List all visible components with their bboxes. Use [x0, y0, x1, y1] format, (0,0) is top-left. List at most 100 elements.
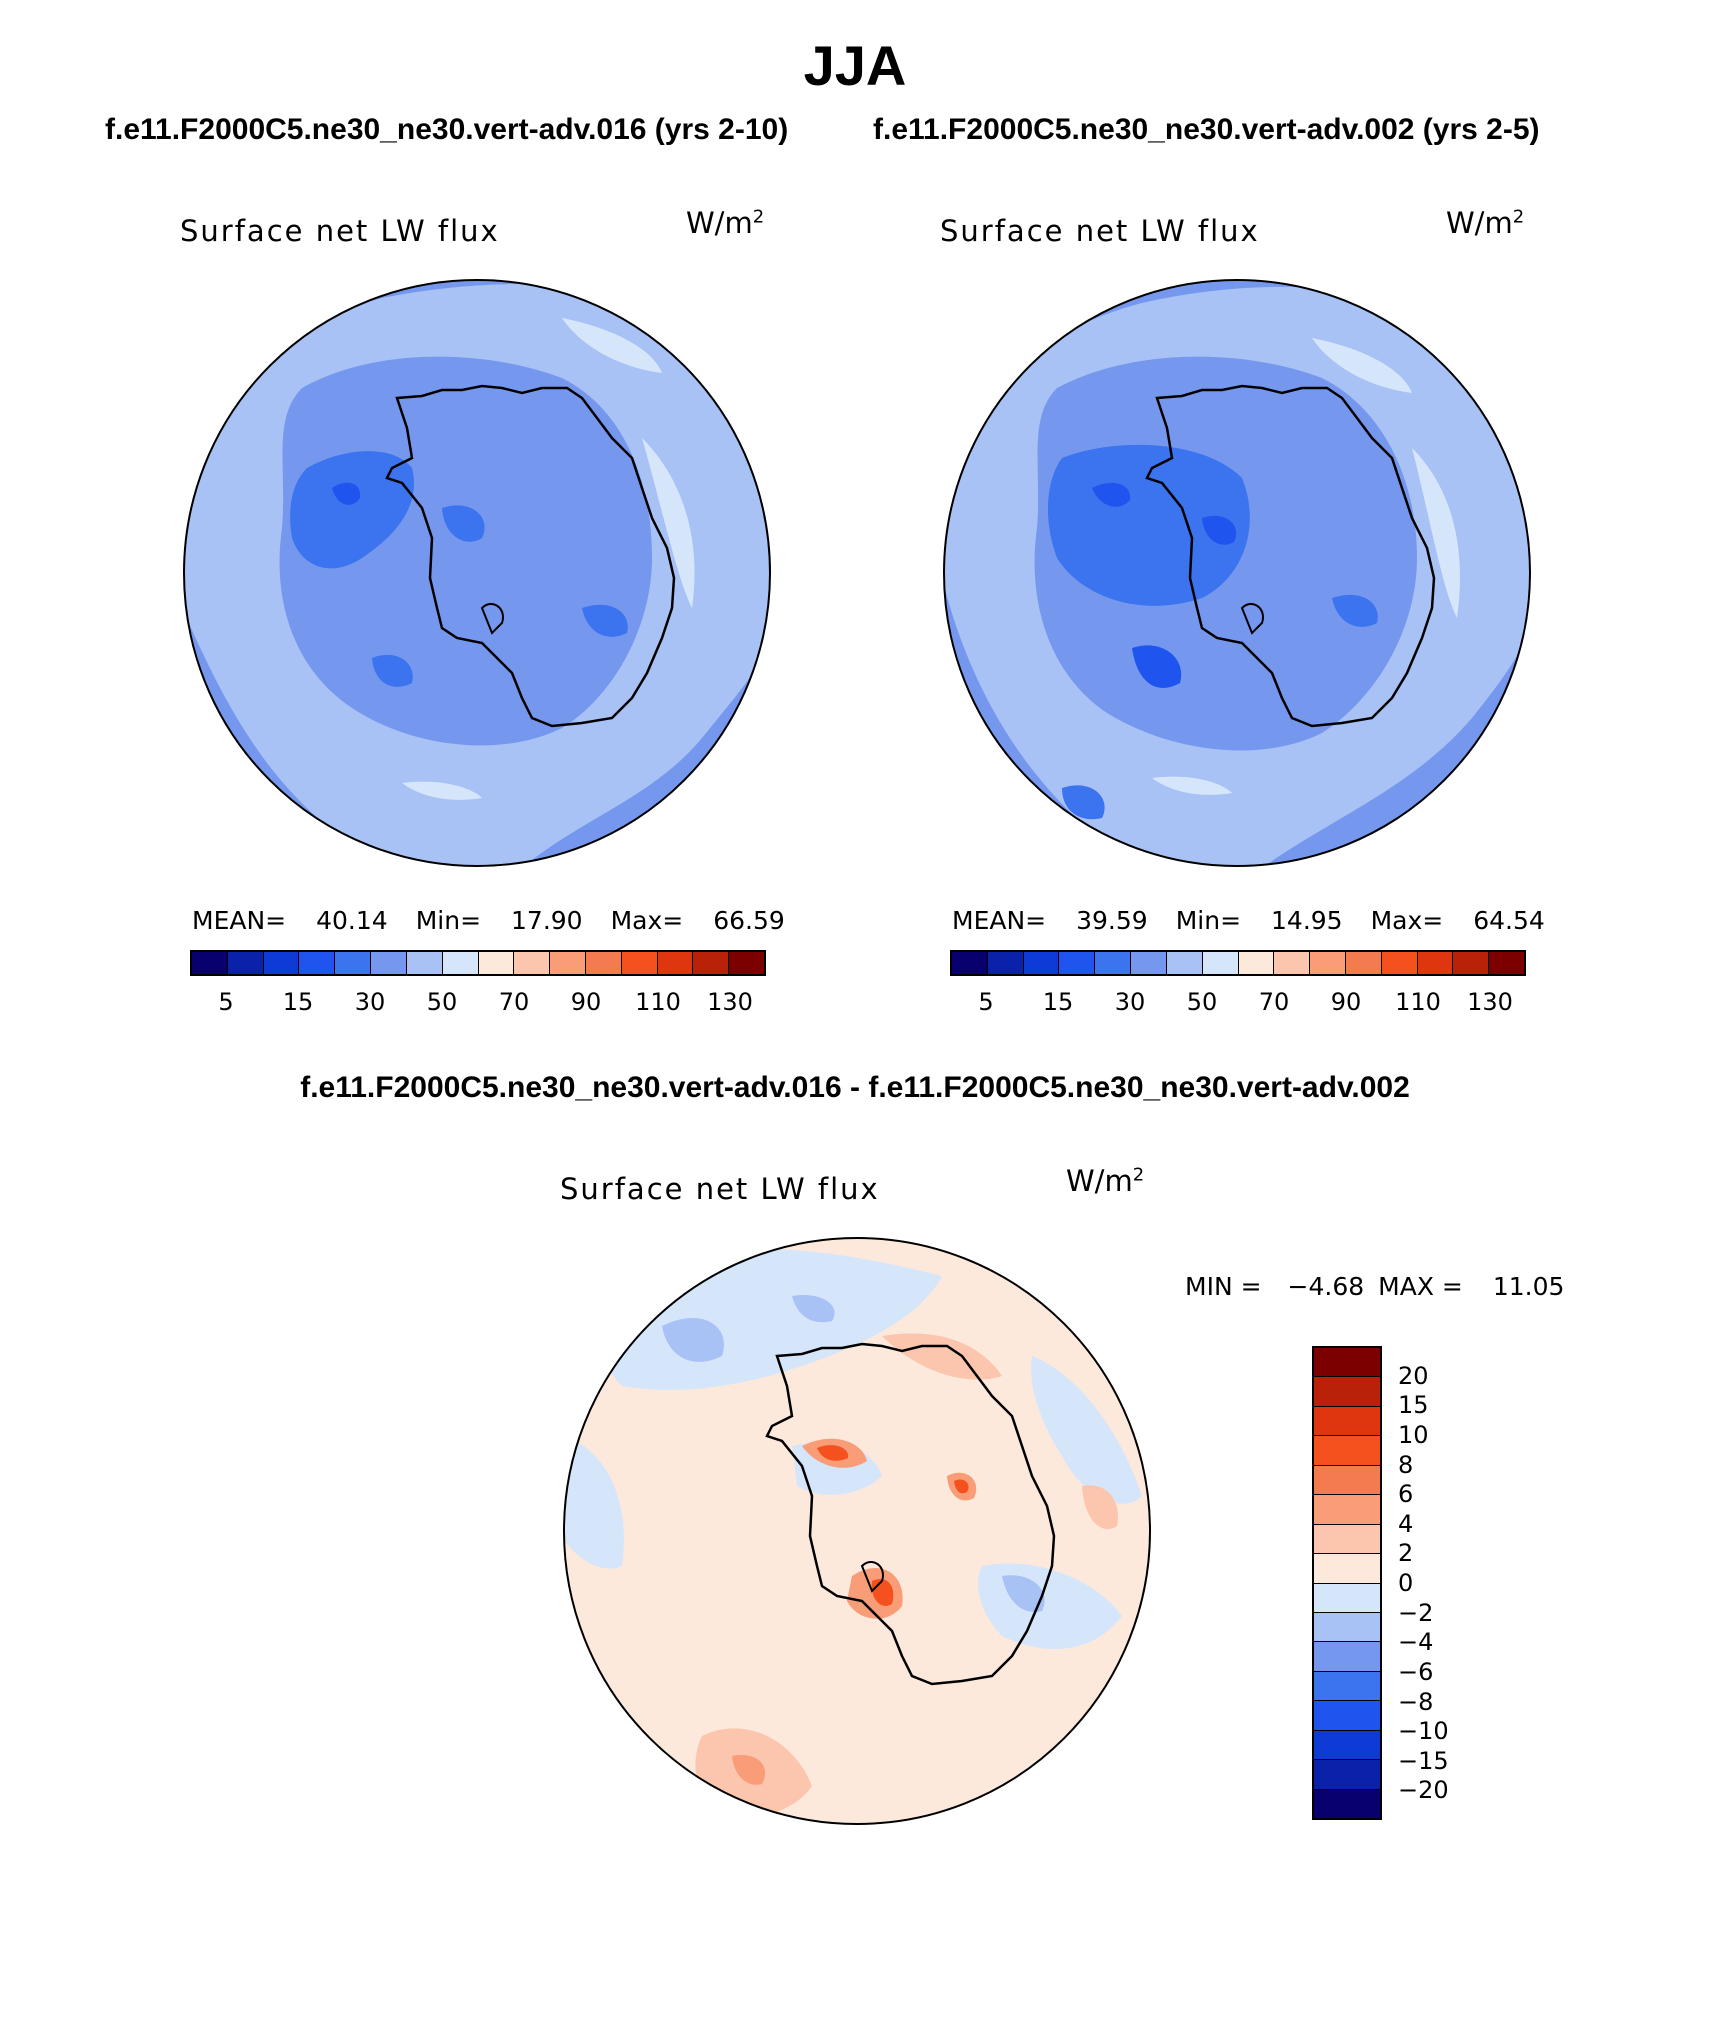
- panel1-colorbar-swatch: [371, 952, 407, 974]
- panel2-colorbar-swatch: [1453, 952, 1490, 974]
- diff-colorbar-tick-label: −10: [1398, 1717, 1449, 1746]
- panel2-colorbar-swatch: [1417, 952, 1454, 974]
- panel1-colorbar-swatch: [478, 952, 515, 974]
- panel1-colorbar-swatch: [263, 952, 300, 974]
- panel1-colorbar-tick-label: 5: [218, 988, 234, 1016]
- diff-colorbar-tick-label: 20: [1398, 1361, 1429, 1390]
- panel1-colorbar-swatch: [585, 952, 622, 974]
- panel2-colorbar-swatch: [1489, 952, 1524, 974]
- panel1-colorbar-tick-label: 30: [354, 988, 386, 1016]
- diff-colorbar-tick-label: −20: [1398, 1776, 1449, 1805]
- panel1-variable-label: Surface net LW flux: [180, 214, 500, 248]
- diff-colorbar-ticks: 20 15 10 8 6 4 2 0 −2 −4 −6 −8 −10 −15 −20: [1398, 1346, 1498, 1820]
- panel2-colorbar-tick-label: 30: [1114, 988, 1146, 1016]
- diff-colorbar-swatch: [1314, 1554, 1380, 1584]
- diff-colorbar-swatch: [1314, 1495, 1380, 1525]
- panel2-colorbar-tick-label: 70: [1258, 988, 1290, 1016]
- panel2-colorbar-swatch: [1023, 952, 1060, 974]
- panel2-colorbar-tick-label: 50: [1186, 988, 1218, 1016]
- diff-colorbar-swatch: [1314, 1671, 1380, 1702]
- panel2-colorbar-tick-label: 110: [1395, 988, 1441, 1016]
- panel2-colorbar-swatch: [1381, 952, 1418, 974]
- difference-title: f.e11.F2000C5.ne30_ne30.vert-adv.016 - f…: [300, 1071, 1410, 1104]
- panel1-colorbar-swatch: [729, 952, 764, 974]
- panel2-colorbar-swatch: [1345, 952, 1382, 974]
- diff-colorbar-tick-label: 4: [1398, 1509, 1414, 1538]
- panel2-map: [943, 279, 1531, 867]
- diff-colorbar-tick-label: −15: [1398, 1746, 1449, 1775]
- panel1-colorbar-ticks: 5 15 30 50 70 90 110 130: [190, 988, 766, 1018]
- panel1-colorbar-tick-label: 90: [570, 988, 602, 1016]
- diff-colorbar-swatch: [1314, 1524, 1380, 1555]
- diff-colorbar-swatch: [1314, 1406, 1380, 1437]
- diff-unit: W/m2: [1066, 1164, 1145, 1198]
- diff-colorbar-swatch: [1314, 1642, 1380, 1672]
- panel2-colorbar-tick-label: 5: [978, 988, 994, 1016]
- diff-colorbar-tick-label: 2: [1398, 1539, 1414, 1568]
- diff-colorbar-swatch: [1314, 1583, 1380, 1613]
- panel1-unit: W/m2: [686, 206, 765, 240]
- panel2-colorbar-swatch: [1059, 952, 1096, 974]
- diff-colorbar-swatch: [1314, 1789, 1380, 1818]
- panel2-colorbar-swatch: [1310, 952, 1346, 974]
- panel2-colorbar: [950, 950, 1526, 976]
- panel1-colorbar-swatch: [192, 952, 228, 974]
- difference-map: [563, 1237, 1151, 1825]
- panel1-colorbar-tick-label: 50: [426, 988, 458, 1016]
- diff-colorbar-swatch: [1314, 1730, 1380, 1761]
- panel2-colorbar-swatch: [1274, 952, 1311, 974]
- panel2-colorbar-swatch: [1131, 952, 1167, 974]
- diff-colorbar-swatch: [1314, 1612, 1380, 1643]
- panel2-colorbar-tick-label: 90: [1330, 988, 1362, 1016]
- diff-colorbar-tick-label: −8: [1398, 1687, 1434, 1716]
- panel1-colorbar-tick-label: 15: [282, 988, 314, 1016]
- figure-title: JJA: [803, 34, 907, 97]
- panel1-colorbar-swatch: [227, 952, 264, 974]
- diff-colorbar-swatch: [1314, 1760, 1380, 1790]
- diff-colorbar-swatch: [1314, 1436, 1380, 1466]
- panel1-colorbar-tick-label: 110: [635, 988, 681, 1016]
- diff-colorbar-swatch: [1314, 1377, 1380, 1407]
- diff-colorbar-tick-label: −2: [1398, 1598, 1434, 1627]
- panel1-colorbar-swatch: [550, 952, 586, 974]
- diff-colorbar-tick-label: 8: [1398, 1450, 1414, 1479]
- panel2-variable-label: Surface net LW flux: [940, 214, 1260, 248]
- panel1-stats: MEAN= 40.14 Min= 17.90 Max= 66.59: [192, 906, 785, 935]
- diff-stats: MIN = −4.68 MAX = 11.05: [1185, 1272, 1565, 1301]
- panel2-unit: W/m2: [1446, 206, 1525, 240]
- panel2-colorbar-swatch: [1238, 952, 1275, 974]
- case1-title: f.e11.F2000C5.ne30_ne30.vert-adv.016 (yr…: [105, 113, 789, 146]
- diff-colorbar-swatch: [1314, 1465, 1380, 1496]
- diff-variable-label: Surface net LW flux: [560, 1172, 880, 1206]
- panel2-colorbar-tick-label: 130: [1467, 988, 1513, 1016]
- panel2-colorbar-swatch: [952, 952, 988, 974]
- diff-colorbar-tick-label: 15: [1398, 1391, 1429, 1420]
- diff-colorbar-tick-label: −4: [1398, 1628, 1434, 1657]
- panel2-colorbar-swatch: [987, 952, 1024, 974]
- panel1-colorbar-tick-label: 70: [498, 988, 530, 1016]
- panel2-colorbar-swatch: [1166, 952, 1203, 974]
- diff-colorbar-tick-label: 0: [1398, 1569, 1414, 1597]
- panel1-colorbar-swatch: [406, 952, 443, 974]
- panel2-colorbar-swatch: [1202, 952, 1239, 974]
- diff-colorbar-tick-label: 10: [1398, 1420, 1429, 1449]
- panel1-colorbar-swatch: [514, 952, 551, 974]
- panel2-colorbar-swatch: [1095, 952, 1132, 974]
- case2-title: f.e11.F2000C5.ne30_ne30.vert-adv.002 (yr…: [873, 113, 1540, 146]
- panel1-colorbar-tick-label: 130: [707, 988, 753, 1016]
- panel1-colorbar-swatch: [657, 952, 694, 974]
- diff-colorbar-swatch: [1314, 1348, 1380, 1378]
- panel1-colorbar-swatch: [621, 952, 658, 974]
- diff-colorbar-tick-label: −6: [1398, 1657, 1434, 1686]
- panel1-colorbar-swatch: [335, 952, 372, 974]
- panel1-map: [183, 279, 771, 867]
- panel2-colorbar-ticks: 5 15 30 50 70 90 110 130: [950, 988, 1526, 1018]
- panel1-colorbar-swatch: [299, 952, 336, 974]
- diff-colorbar: [1312, 1346, 1382, 1820]
- panel1-colorbar: [190, 950, 766, 976]
- panel2-stats: MEAN= 39.59 Min= 14.95 Max= 64.54: [952, 906, 1545, 935]
- diff-colorbar-swatch: [1314, 1701, 1380, 1731]
- panel2-colorbar-tick-label: 15: [1042, 988, 1074, 1016]
- panel1-colorbar-swatch: [442, 952, 479, 974]
- panel1-colorbar-swatch: [693, 952, 730, 974]
